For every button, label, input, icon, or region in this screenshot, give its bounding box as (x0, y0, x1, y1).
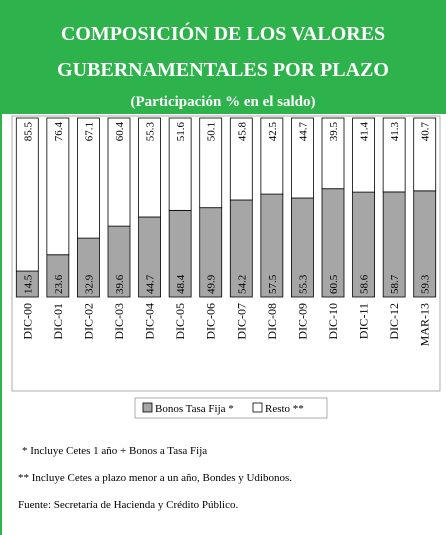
x-tick-label: DIC-06 (204, 303, 218, 340)
value-label: 41.4 (359, 122, 371, 142)
x-tick-label: DIC-01 (51, 303, 65, 340)
bar-segment (77, 117, 100, 239)
bar-segment (199, 117, 223, 209)
value-label: 44.7 (145, 274, 157, 294)
footnote: ** Incluye Cetes a plazo menor a un año,… (18, 472, 292, 484)
bar-segment (15, 117, 39, 272)
legend-swatch (142, 402, 153, 413)
footnote: * Incluye Cetes 1 año + Bonos a Tasa Fij… (22, 445, 207, 457)
legend-frame (134, 397, 328, 419)
x-tick-label: DIC-00 (20, 303, 34, 340)
bar-segment (107, 117, 131, 227)
x-tick-label: DIC-08 (265, 303, 279, 340)
value-label: 51.6 (175, 122, 187, 142)
value-label: 58.7 (389, 274, 401, 294)
x-tick-label: DIC-04 (143, 303, 157, 340)
bar-segment (138, 117, 161, 218)
value-label: 45.8 (236, 122, 248, 142)
value-label: 55.3 (145, 122, 157, 142)
value-label: 48.4 (175, 274, 187, 294)
x-tick-label: DIC-05 (173, 303, 187, 340)
value-label: 58.6 (359, 274, 371, 294)
value-label: 60.4 (114, 122, 126, 142)
value-label: 39.5 (328, 122, 340, 142)
bar-segment (382, 117, 406, 193)
value-label: 76.4 (53, 122, 65, 142)
x-tick-label: DIC-03 (112, 303, 126, 340)
bar-segment (352, 117, 375, 193)
value-label: 67.1 (83, 122, 95, 141)
bar-segment (413, 117, 437, 192)
legend-label: Resto ** (265, 403, 304, 415)
x-tick-label: DIC-07 (234, 303, 248, 340)
bar-segment (168, 117, 192, 211)
x-tick-label: DIC-10 (326, 303, 340, 340)
value-label: 44.7 (297, 122, 309, 142)
legend-label: Bonos Tasa Fija * (155, 403, 234, 415)
value-label: 57.5 (267, 274, 279, 294)
value-label: 40.7 (420, 122, 432, 142)
value-label: 42.5 (267, 122, 279, 142)
bar-segment (229, 117, 253, 201)
legend-swatch (252, 402, 263, 413)
bar-segment (321, 117, 345, 190)
x-tick-label: DIC-09 (295, 303, 309, 340)
x-tick-label: MAR-13 (418, 303, 432, 346)
chart-title: COMPOSICIÓN DE LOS VALORES (61, 21, 385, 45)
value-label: 32.9 (83, 274, 95, 294)
value-label: 23.6 (53, 274, 65, 294)
value-label: 39.6 (114, 274, 126, 294)
value-label: 55.3 (297, 274, 309, 294)
bar-segment (291, 117, 314, 199)
chart-subtitle: (Participación % en el saldo) (131, 94, 316, 110)
bar-segment (46, 117, 70, 256)
value-label: 49.9 (206, 274, 218, 294)
x-tick-label: DIC-12 (387, 303, 401, 340)
value-label: 14.5 (22, 274, 34, 294)
x-tick-label: DIC-02 (81, 303, 95, 340)
chart-title: GUBERNAMENTALES POR PLAZO (57, 59, 389, 81)
value-label: 85.5 (22, 122, 34, 142)
bar-segment (260, 117, 284, 195)
x-tick-label: DIC-11 (357, 303, 371, 339)
value-label: 41.3 (389, 122, 401, 142)
value-label: 54.2 (236, 275, 248, 294)
value-label: 59.3 (420, 274, 432, 294)
value-label: 60.5 (328, 274, 340, 294)
plot-frame (11, 115, 441, 392)
value-label: 50.1 (206, 122, 218, 141)
header (0, 0, 446, 114)
footnote: Fuente: Secretaría de Hacienda y Crédito… (18, 499, 238, 511)
